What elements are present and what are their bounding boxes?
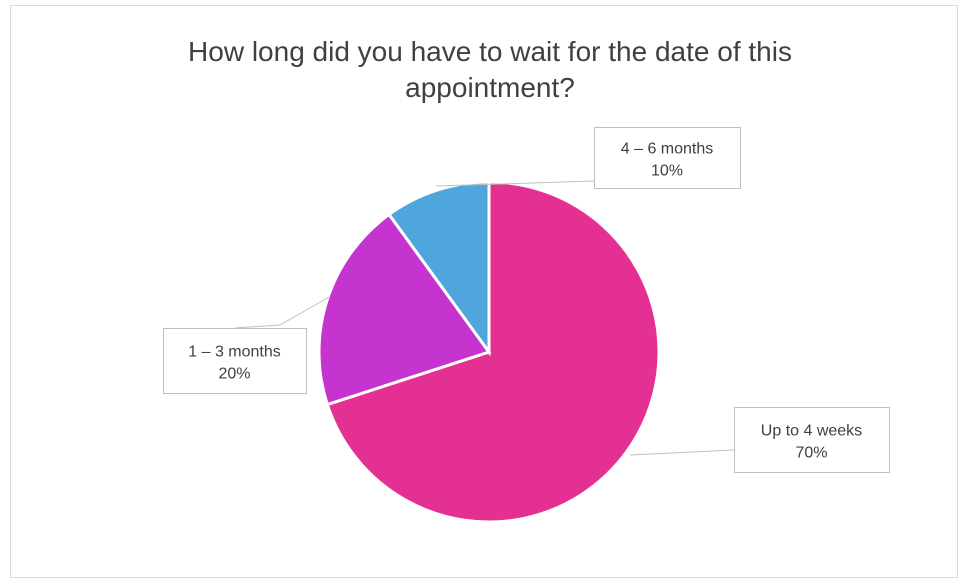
category-label: Up to 4 weeks	[761, 423, 862, 440]
pie-slice	[386, 180, 491, 357]
value-label: 10%	[651, 163, 683, 180]
category-label: 4 – 6 months	[621, 141, 714, 158]
value-label: 20%	[218, 366, 250, 383]
label-box	[163, 328, 307, 394]
value-label: 70%	[795, 445, 827, 462]
chart-title: How long did you have to wait for the da…	[188, 36, 792, 103]
label-box	[594, 127, 741, 189]
label-box	[734, 407, 890, 473]
leader-line	[629, 449, 735, 456]
leader-line	[435, 180, 595, 187]
category-label: 1 – 3 months	[188, 344, 281, 361]
leader-line	[234, 296, 330, 329]
pie-slice	[325, 180, 661, 524]
pie-slice	[317, 212, 492, 407]
